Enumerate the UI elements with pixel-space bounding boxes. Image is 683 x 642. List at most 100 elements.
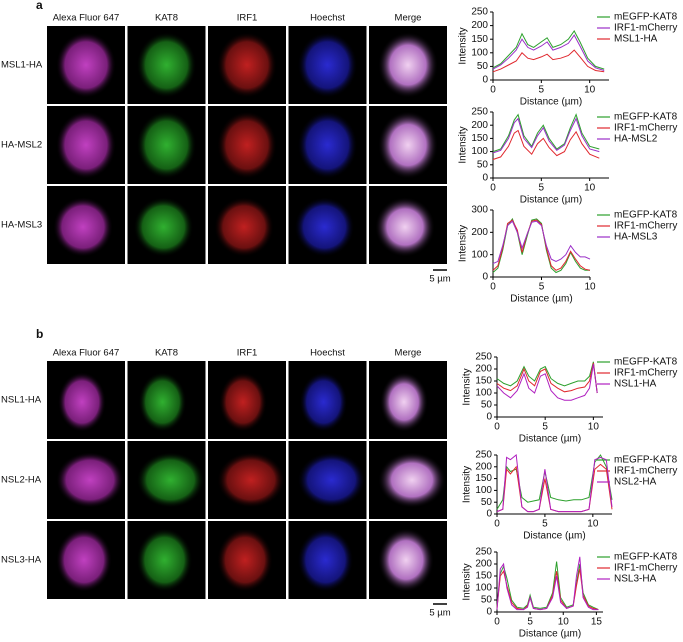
line-series	[496, 362, 598, 394]
row-label: MSL1-HA	[1, 60, 43, 71]
legend-label: HA-MSL2	[614, 134, 658, 145]
panel-label: a	[36, 0, 43, 12]
nucleus	[56, 452, 124, 508]
line-series	[492, 217, 590, 274]
y-axis-label: Intensity	[458, 225, 469, 262]
column-header: IRF1	[237, 13, 258, 24]
x-tick-label: 10	[587, 519, 599, 530]
nucleus	[217, 111, 277, 179]
y-tick-label: 150	[475, 376, 492, 387]
nucleus	[297, 111, 358, 179]
nucleus	[217, 452, 285, 508]
line-series	[496, 364, 598, 401]
legend-label: NSL1-HA	[614, 379, 657, 390]
x-tick-label: 0	[490, 282, 496, 293]
nucleus	[56, 111, 116, 179]
y-axis-label: Intensity	[458, 27, 469, 64]
y-tick-label: 0	[482, 173, 488, 184]
nucleus	[378, 452, 446, 508]
line-series	[492, 49, 605, 73]
x-tick-label: 10	[584, 282, 596, 293]
x-tick-label: 0	[490, 183, 496, 194]
legend-label: MSL1-HA	[614, 34, 658, 45]
y-tick-label: 200	[471, 20, 488, 31]
legend-label: NSL3-HA	[614, 574, 657, 585]
nucleus	[378, 528, 434, 592]
row-label: HA-MSL3	[1, 220, 42, 231]
legend-label: NSL2-HA	[614, 477, 657, 488]
nucleus	[217, 528, 273, 592]
nucleus	[136, 452, 205, 508]
scale-bar-label: 5 µm	[429, 274, 450, 285]
row-label: NSL3-HA	[1, 555, 42, 566]
column-header: Merge	[395, 13, 422, 24]
y-axis-label: Intensity	[462, 466, 473, 503]
line-series	[492, 219, 591, 271]
y-tick-label: 200	[471, 227, 488, 238]
legend-label: IRF1-mCherry	[614, 221, 677, 232]
y-tick-label: 200	[475, 364, 492, 375]
x-axis-label: Distance (µm)	[519, 434, 581, 445]
nucleus	[133, 197, 194, 257]
legend-label: mEGFP-KAT8	[614, 455, 678, 466]
nucleus	[56, 528, 112, 592]
x-tick-label: 10	[588, 422, 600, 433]
nucleus	[375, 197, 435, 257]
line-series	[492, 220, 591, 265]
column-header: Hoechst	[310, 13, 345, 24]
y-tick-label: 50	[481, 497, 493, 508]
nucleus	[297, 528, 354, 592]
x-tick-label: 5	[542, 422, 548, 433]
x-tick-label: 5	[527, 617, 533, 628]
x-tick-label: 0	[490, 85, 496, 96]
x-axis-label: Distance (µm)	[520, 195, 582, 206]
nucleus	[219, 372, 267, 432]
nucleus	[297, 32, 358, 98]
y-tick-label: 0	[482, 272, 488, 283]
line-series	[496, 454, 613, 513]
column-header: IRF1	[237, 348, 258, 359]
x-tick-label: 5	[539, 85, 545, 96]
y-tick-label: 0	[486, 412, 492, 423]
y-tick-label: 200	[471, 120, 488, 131]
y-tick-label: 0	[482, 75, 488, 86]
nucleus	[136, 32, 197, 98]
y-tick-label: 150	[475, 473, 492, 484]
y-tick-label: 250	[475, 547, 492, 558]
line-series	[496, 463, 613, 513]
y-tick-label: 50	[477, 159, 489, 170]
y-tick-label: 100	[471, 47, 488, 58]
legend-label: mEGFP-KAT8	[614, 210, 678, 221]
legend-label: mEGFP-KAT8	[614, 357, 678, 368]
line-series	[492, 30, 605, 70]
x-tick-label: 5	[542, 519, 548, 530]
x-tick-label: 0	[494, 617, 500, 628]
line-series	[492, 129, 600, 160]
y-tick-label: 50	[481, 400, 493, 411]
y-tick-label: 100	[475, 485, 492, 496]
x-tick-label: 15	[591, 617, 603, 628]
legend-label: IRF1-mCherry	[614, 23, 677, 34]
nucleus	[297, 452, 366, 508]
legend-label: IRF1-mCherry	[614, 563, 677, 574]
x-tick-label: 0	[494, 422, 500, 433]
x-tick-label: 10	[558, 617, 570, 628]
nucleus	[378, 111, 438, 179]
nucleus	[56, 32, 116, 98]
y-tick-label: 100	[471, 249, 488, 260]
y-tick-label: 250	[471, 107, 488, 118]
nucleus	[380, 372, 428, 432]
y-tick-label: 250	[471, 7, 488, 18]
line-series	[492, 113, 600, 153]
column-header: KAT8	[155, 348, 178, 359]
panel-label: b	[36, 327, 43, 341]
nucleus	[217, 32, 277, 98]
nucleus	[378, 32, 438, 98]
y-tick-label: 300	[471, 205, 488, 216]
legend-label: IRF1-mCherry	[614, 466, 677, 477]
legend-label: IRF1-mCherry	[614, 123, 677, 134]
nucleus	[53, 197, 113, 257]
column-header: Alexa Fluor 647	[53, 13, 120, 24]
y-tick-label: 250	[475, 450, 492, 461]
